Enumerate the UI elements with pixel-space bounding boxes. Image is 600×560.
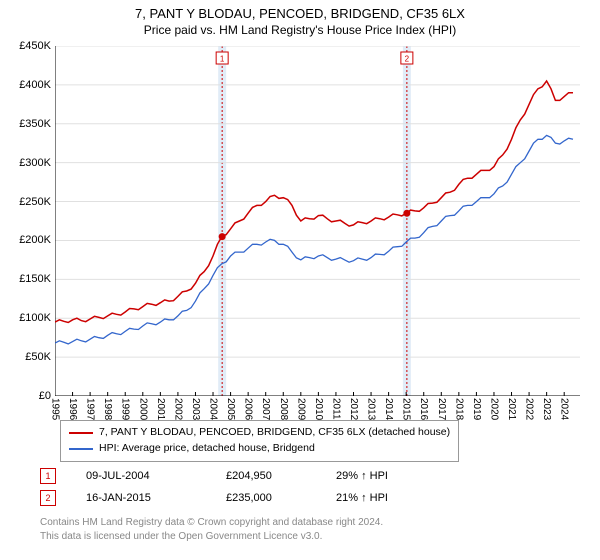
legend-item: HPI: Average price, detached house, Brid… bbox=[69, 441, 450, 457]
event-price: £235,000 bbox=[226, 492, 306, 504]
x-tick-label: 1999 bbox=[120, 396, 131, 420]
y-tick-label: £100K bbox=[19, 312, 55, 324]
x-tick-label: 2006 bbox=[243, 396, 254, 420]
event-row: 2 16-JAN-2015 £235,000 21% ↑ HPI bbox=[40, 490, 388, 506]
x-tick-label: 1995 bbox=[50, 396, 61, 420]
event-price: £204,950 bbox=[226, 470, 306, 482]
x-tick-label: 2009 bbox=[295, 396, 306, 420]
legend-swatch bbox=[69, 448, 93, 450]
legend: 7, PANT Y BLODAU, PENCOED, BRIDGEND, CF3… bbox=[60, 420, 459, 462]
x-tick-label: 2008 bbox=[278, 396, 289, 420]
x-tick-label: 2000 bbox=[137, 396, 148, 420]
x-tick-label: 1997 bbox=[85, 396, 96, 420]
y-tick-label: £50K bbox=[25, 351, 55, 363]
x-tick-label: 2004 bbox=[208, 396, 219, 420]
x-tick-label: 2016 bbox=[418, 396, 429, 420]
x-tick-label: 2003 bbox=[190, 396, 201, 420]
title-block: 7, PANT Y BLODAU, PENCOED, BRIDGEND, CF3… bbox=[0, 0, 600, 37]
title-line-1: 7, PANT Y BLODAU, PENCOED, BRIDGEND, CF3… bbox=[0, 6, 600, 21]
legend-item: 7, PANT Y BLODAU, PENCOED, BRIDGEND, CF3… bbox=[69, 425, 450, 441]
x-tick-label: 2014 bbox=[383, 396, 394, 420]
footer: Contains HM Land Registry data © Crown c… bbox=[40, 516, 383, 543]
legend-label: HPI: Average price, detached house, Brid… bbox=[99, 441, 315, 457]
x-tick-label: 2023 bbox=[541, 396, 552, 420]
x-tick-label: 1996 bbox=[67, 396, 78, 420]
x-tick-label: 2021 bbox=[506, 396, 517, 420]
legend-swatch bbox=[69, 432, 93, 434]
x-tick-label: 2015 bbox=[401, 396, 412, 420]
x-tick-label: 2011 bbox=[330, 396, 341, 420]
x-tick-label: 2019 bbox=[471, 396, 482, 420]
legend-label: 7, PANT Y BLODAU, PENCOED, BRIDGEND, CF3… bbox=[99, 425, 450, 441]
svg-text:2: 2 bbox=[405, 54, 410, 63]
x-tick-label: 2005 bbox=[225, 396, 236, 420]
x-tick-label: 2022 bbox=[524, 396, 535, 420]
event-number-box: 2 bbox=[40, 490, 56, 506]
y-tick-label: £200K bbox=[19, 234, 55, 246]
y-tick-label: £300K bbox=[19, 157, 55, 169]
svg-text:1: 1 bbox=[220, 54, 225, 63]
y-tick-label: £450K bbox=[19, 40, 55, 52]
x-tick-label: 2018 bbox=[453, 396, 464, 420]
x-tick-label: 2001 bbox=[155, 396, 166, 420]
y-tick-label: £250K bbox=[19, 196, 55, 208]
footer-line-1: Contains HM Land Registry data © Crown c… bbox=[40, 516, 383, 530]
chart-svg: 12 bbox=[55, 46, 580, 396]
x-tick-label: 2010 bbox=[313, 396, 324, 420]
x-tick-label: 2017 bbox=[436, 396, 447, 420]
events-table: 1 09-JUL-2004 £204,950 29% ↑ HPI 2 16-JAN-201… bbox=[40, 468, 388, 512]
event-number-box: 1 bbox=[40, 468, 56, 484]
title-line-2: Price paid vs. HM Land Registry's House … bbox=[0, 23, 600, 37]
chart-area: 12 £0£50K£100K£150K£200K£250K£300K£350K£… bbox=[55, 46, 580, 396]
event-date: 16-JAN-2015 bbox=[86, 492, 196, 504]
x-tick-label: 2007 bbox=[260, 396, 271, 420]
event-diff: 29% ↑ HPI bbox=[336, 470, 388, 482]
container: { "title_line1": "7, PANT Y BLODAU, PENC… bbox=[0, 0, 600, 560]
x-tick-label: 2024 bbox=[559, 396, 570, 420]
y-tick-label: £400K bbox=[19, 79, 55, 91]
x-tick-label: 2012 bbox=[348, 396, 359, 420]
x-tick-label: 2002 bbox=[172, 396, 183, 420]
x-tick-label: 2020 bbox=[488, 396, 499, 420]
x-tick-label: 1998 bbox=[102, 396, 113, 420]
footer-line-2: This data is licensed under the Open Gov… bbox=[40, 530, 383, 544]
event-diff: 21% ↑ HPI bbox=[336, 492, 388, 504]
event-row: 1 09-JUL-2004 £204,950 29% ↑ HPI bbox=[40, 468, 388, 484]
event-date: 09-JUL-2004 bbox=[86, 470, 196, 482]
y-tick-label: £350K bbox=[19, 118, 55, 130]
x-tick-label: 2013 bbox=[366, 396, 377, 420]
y-tick-label: £150K bbox=[19, 273, 55, 285]
